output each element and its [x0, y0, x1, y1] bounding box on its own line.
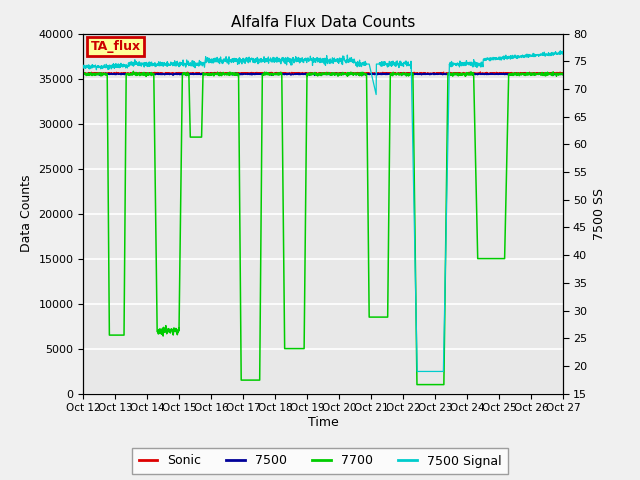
7500 Signal	[458, 63, 465, 69]
7700	[79, 71, 87, 77]
Line: 7700: 7700	[83, 72, 563, 384]
7500	[79, 71, 87, 77]
7500	[310, 72, 318, 78]
7500 Signal	[545, 51, 553, 57]
Title: Alfalfa Flux Data Counts: Alfalfa Flux Data Counts	[231, 15, 415, 30]
7700	[413, 382, 421, 387]
7700	[546, 72, 554, 77]
7500 Signal	[546, 51, 554, 57]
7500	[313, 71, 321, 77]
7700	[546, 71, 554, 77]
7500	[559, 71, 567, 77]
7500 Signal	[79, 65, 87, 71]
7700	[313, 72, 321, 77]
Sonic	[458, 71, 465, 77]
7500 Signal	[313, 57, 321, 63]
Sonic	[477, 69, 484, 75]
X-axis label: Time: Time	[308, 416, 339, 429]
Line: Sonic: Sonic	[83, 72, 563, 74]
7500	[546, 71, 554, 77]
7500 Signal	[300, 58, 308, 64]
7700	[458, 72, 465, 78]
Sonic	[300, 71, 308, 76]
7500	[300, 71, 308, 77]
7700	[300, 346, 308, 351]
7500	[546, 72, 554, 77]
Y-axis label: Data Counts: Data Counts	[20, 175, 33, 252]
Sonic	[79, 70, 87, 76]
Sonic	[546, 70, 554, 76]
7500 Signal	[413, 369, 421, 374]
Legend: Sonic, 7500, 7700, 7500 Signal: Sonic, 7500, 7700, 7500 Signal	[132, 448, 508, 474]
7700	[129, 69, 137, 74]
Sonic	[104, 70, 111, 76]
Sonic	[546, 71, 554, 76]
7500	[322, 70, 330, 76]
7500	[458, 71, 465, 77]
Sonic	[536, 72, 544, 77]
7500 Signal	[559, 51, 567, 57]
Sonic	[559, 71, 567, 76]
Line: 7500: 7500	[83, 73, 563, 75]
Text: TA_flux: TA_flux	[90, 40, 141, 53]
7700	[559, 72, 567, 77]
7500 Signal	[104, 62, 111, 68]
7700	[104, 129, 111, 135]
Y-axis label: 7500 SS: 7500 SS	[593, 188, 605, 240]
7500	[104, 71, 111, 76]
Sonic	[313, 71, 321, 76]
Line: 7500 Signal: 7500 Signal	[83, 51, 563, 372]
7500 Signal	[556, 48, 564, 54]
